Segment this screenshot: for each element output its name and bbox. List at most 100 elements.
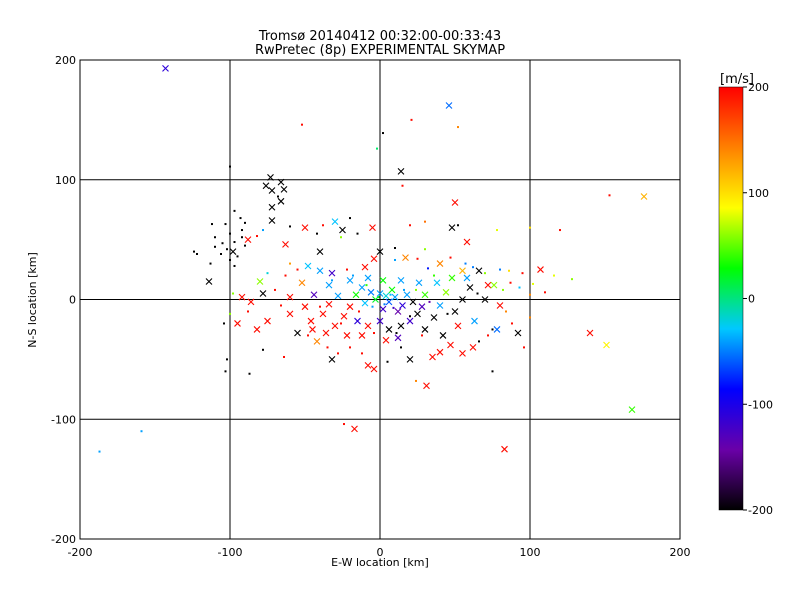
data-point-cross (277, 197, 285, 205)
data-point-cross (325, 281, 333, 289)
data-point-cross (402, 254, 409, 261)
data-point-cross (484, 281, 492, 289)
data-point-dot (262, 348, 264, 351)
data-point-cross (379, 305, 387, 313)
data-point-cross (421, 291, 429, 299)
data-point-cross (447, 341, 454, 349)
y-axis-ticks: -200 -100 0 100 200 (51, 54, 76, 546)
data-point-dot (301, 123, 303, 126)
data-point-cross (376, 290, 384, 297)
data-point-cross (319, 310, 327, 318)
data-point-cross (234, 320, 241, 327)
data-point-cross (310, 291, 318, 299)
data-point-cross (256, 278, 264, 285)
data-point-cross (294, 329, 301, 337)
data-point-cross (406, 317, 414, 325)
data-point-dot (296, 268, 299, 271)
data-point-dot (608, 194, 611, 197)
data-point-dot (476, 292, 479, 295)
data-point-dot (349, 217, 351, 220)
data-point-dot (307, 334, 309, 337)
data-point-dot (424, 248, 426, 251)
data-point-dot (98, 450, 101, 453)
data-point-cross (448, 224, 456, 232)
data-point-cross (268, 187, 276, 194)
data-point-cross (451, 308, 459, 315)
data-point-dot (224, 223, 227, 226)
data-point-cross (309, 326, 316, 333)
data-point-cross (418, 303, 426, 311)
data-point-cross (282, 241, 289, 248)
y-tick-label: 100 (55, 174, 76, 187)
data-point-dot (491, 328, 494, 331)
data-point-cross (382, 292, 390, 300)
data-point-dot (349, 346, 351, 349)
data-point-dot (361, 352, 363, 355)
data-point-dot (464, 262, 467, 265)
colorbar-tick-label: -200 (748, 504, 773, 517)
data-point-dot (233, 241, 236, 244)
data-point-dot (229, 312, 231, 315)
data-point-dot (247, 310, 249, 313)
data-point-cross (238, 293, 246, 301)
data-point-dot (214, 245, 216, 248)
data-point-cross (514, 329, 522, 337)
data-point-dot (529, 226, 531, 229)
data-point-cross (358, 332, 366, 339)
data-point-cross (397, 167, 405, 175)
data-point-cross (376, 248, 384, 255)
data-point-cross (430, 314, 438, 321)
data-point-dot (371, 305, 374, 308)
x-tick-label: 100 (520, 546, 541, 559)
data-point-dot (337, 352, 339, 355)
data-point-cross (436, 348, 444, 356)
data-point-dot (365, 284, 368, 287)
data-point-cross (328, 269, 336, 277)
data-point-cross (351, 425, 358, 433)
data-point-cross (162, 64, 169, 72)
data-point-cross (267, 173, 274, 181)
data-point-dot (236, 255, 239, 258)
data-point-cross (346, 276, 354, 284)
data-point-dot (331, 279, 333, 282)
data-point-dot (529, 316, 531, 319)
data-point-dot (421, 334, 423, 337)
data-point-cross (469, 344, 477, 351)
data-point-cross (340, 312, 348, 320)
data-point-dot (274, 288, 276, 291)
data-point-dot (262, 229, 264, 232)
data-point-dot (229, 165, 231, 168)
data-point-dot (326, 346, 329, 349)
data-point-dot (233, 209, 236, 212)
data-point-dot (424, 220, 426, 223)
data-point-cross (307, 317, 315, 325)
data-point-cross (259, 290, 267, 297)
data-point-cross (379, 276, 387, 284)
x-tick-label: 200 (670, 546, 691, 559)
data-point-dot (428, 300, 431, 303)
data-point-dot (373, 332, 375, 335)
colorbar-tick-label: 200 (748, 81, 769, 94)
data-point-cross (253, 326, 261, 333)
data-point-dot (220, 252, 222, 255)
data-point-cross (429, 353, 436, 361)
data-point-dot (224, 370, 227, 373)
chart-subtitle: RwPretec (8p) EXPERIMENTAL SKYMAP (255, 43, 505, 58)
data-point-cross (433, 279, 441, 287)
data-point-dot (244, 244, 246, 247)
data-point-cross (376, 317, 384, 325)
data-point-cross (385, 326, 393, 333)
data-point-dot (403, 288, 405, 291)
data-point-cross (325, 300, 333, 308)
data-point-dot (410, 118, 413, 121)
data-point-cross (370, 255, 378, 263)
data-point-dot (457, 126, 459, 129)
data-point-dot (532, 282, 534, 285)
data-point-dot (394, 247, 396, 250)
data-point-dot (502, 288, 504, 291)
colorbar (718, 86, 744, 511)
colorbar-tick-label: 100 (748, 187, 769, 200)
data-point-cross (331, 322, 339, 330)
data-point-cross (436, 302, 444, 309)
